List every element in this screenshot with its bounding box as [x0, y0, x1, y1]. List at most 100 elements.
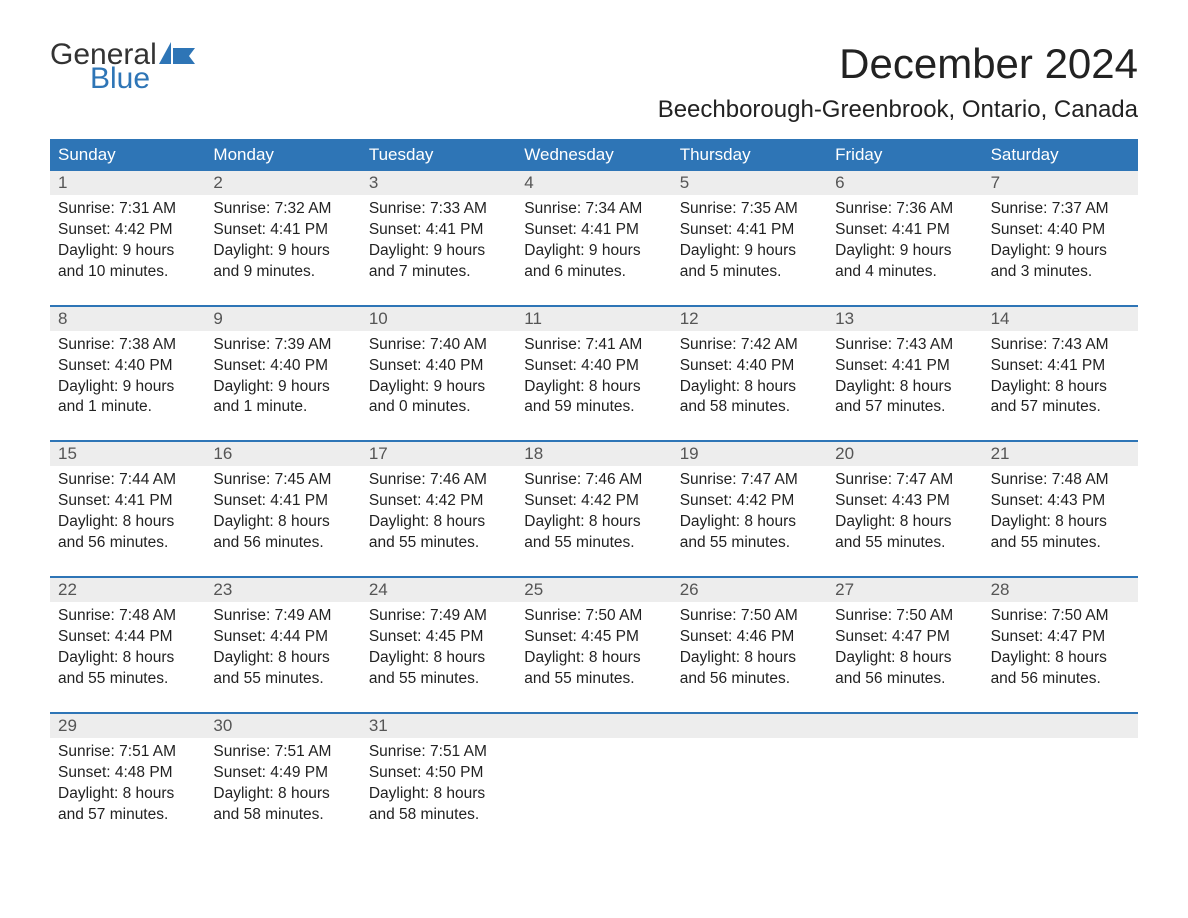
logo: General Blue — [50, 40, 197, 94]
day-number: 31 — [361, 714, 516, 738]
weeks-container: 1234567Sunrise: 7:31 AMSunset: 4:42 PMDa… — [50, 171, 1138, 825]
title-block: December 2024 Beechborough-Greenbrook, O… — [658, 40, 1138, 124]
daynum-row: 293031 — [50, 714, 1138, 738]
day-number: 2 — [205, 171, 360, 195]
day-daylight2: and 7 minutes. — [369, 262, 508, 283]
day-number: 10 — [361, 307, 516, 331]
day-daylight1: Daylight: 8 hours — [524, 512, 663, 533]
day-sunrise: Sunrise: 7:49 AM — [213, 606, 352, 627]
day-daylight2: and 55 minutes. — [213, 669, 352, 690]
day-daylight1: Daylight: 9 hours — [213, 241, 352, 262]
day-cell: Sunrise: 7:32 AMSunset: 4:41 PMDaylight:… — [205, 195, 360, 283]
day-daylight1: Daylight: 9 hours — [991, 241, 1130, 262]
day-sunset: Sunset: 4:41 PM — [680, 220, 819, 241]
day-cell: Sunrise: 7:40 AMSunset: 4:40 PMDaylight:… — [361, 331, 516, 419]
weekday-monday: Monday — [205, 139, 360, 171]
day-sunrise: Sunrise: 7:43 AM — [835, 335, 974, 356]
day-sunrise: Sunrise: 7:50 AM — [680, 606, 819, 627]
day-daylight1: Daylight: 8 hours — [369, 512, 508, 533]
day-cell: Sunrise: 7:35 AMSunset: 4:41 PMDaylight:… — [672, 195, 827, 283]
weekday-header-row: Sunday Monday Tuesday Wednesday Thursday… — [50, 139, 1138, 171]
day-daylight2: and 55 minutes. — [991, 533, 1130, 554]
day-cell: Sunrise: 7:48 AMSunset: 4:44 PMDaylight:… — [50, 602, 205, 690]
day-daylight2: and 57 minutes. — [991, 397, 1130, 418]
day-daylight1: Daylight: 8 hours — [524, 377, 663, 398]
day-daylight1: Daylight: 8 hours — [58, 648, 197, 669]
day-number: 1 — [50, 171, 205, 195]
day-cell: Sunrise: 7:45 AMSunset: 4:41 PMDaylight:… — [205, 466, 360, 554]
daynum-row: 15161718192021 — [50, 442, 1138, 466]
daynum-row: 22232425262728 — [50, 578, 1138, 602]
day-number: 6 — [827, 171, 982, 195]
month-title: December 2024 — [658, 40, 1138, 88]
day-cell: Sunrise: 7:51 AMSunset: 4:48 PMDaylight:… — [50, 738, 205, 826]
day-cell: Sunrise: 7:50 AMSunset: 4:47 PMDaylight:… — [827, 602, 982, 690]
day-daylight2: and 59 minutes. — [524, 397, 663, 418]
calendar-week: 891011121314Sunrise: 7:38 AMSunset: 4:40… — [50, 305, 1138, 419]
day-sunset: Sunset: 4:47 PM — [835, 627, 974, 648]
day-sunrise: Sunrise: 7:31 AM — [58, 199, 197, 220]
day-cell: Sunrise: 7:34 AMSunset: 4:41 PMDaylight:… — [516, 195, 671, 283]
day-daylight2: and 3 minutes. — [991, 262, 1130, 283]
day-number: 27 — [827, 578, 982, 602]
day-daylight2: and 57 minutes. — [835, 397, 974, 418]
day-number — [672, 714, 827, 738]
weekday-thursday: Thursday — [672, 139, 827, 171]
day-daylight2: and 55 minutes. — [369, 533, 508, 554]
day-sunset: Sunset: 4:42 PM — [58, 220, 197, 241]
day-sunset: Sunset: 4:40 PM — [991, 220, 1130, 241]
day-daylight2: and 55 minutes. — [524, 669, 663, 690]
page-header: General Blue December 2024 Beechborough-… — [50, 40, 1138, 124]
day-sunset: Sunset: 4:45 PM — [369, 627, 508, 648]
day-daylight2: and 55 minutes. — [835, 533, 974, 554]
day-sunset: Sunset: 4:41 PM — [213, 491, 352, 512]
day-daylight2: and 58 minutes. — [369, 805, 508, 826]
day-sunrise: Sunrise: 7:35 AM — [680, 199, 819, 220]
day-number — [983, 714, 1138, 738]
day-cell: Sunrise: 7:44 AMSunset: 4:41 PMDaylight:… — [50, 466, 205, 554]
day-cell: Sunrise: 7:49 AMSunset: 4:44 PMDaylight:… — [205, 602, 360, 690]
day-number: 15 — [50, 442, 205, 466]
day-daylight2: and 55 minutes. — [524, 533, 663, 554]
day-daylight1: Daylight: 8 hours — [991, 377, 1130, 398]
day-daylight1: Daylight: 9 hours — [524, 241, 663, 262]
day-daylight1: Daylight: 9 hours — [58, 241, 197, 262]
day-daylight2: and 55 minutes. — [369, 669, 508, 690]
day-sunset: Sunset: 4:41 PM — [835, 356, 974, 377]
day-daylight2: and 57 minutes. — [58, 805, 197, 826]
empty-day-cell — [672, 738, 827, 826]
day-daylight2: and 56 minutes. — [213, 533, 352, 554]
location-text: Beechborough-Greenbrook, Ontario, Canada — [658, 96, 1138, 124]
day-sunset: Sunset: 4:40 PM — [213, 356, 352, 377]
day-cell: Sunrise: 7:36 AMSunset: 4:41 PMDaylight:… — [827, 195, 982, 283]
day-daylight1: Daylight: 9 hours — [680, 241, 819, 262]
day-daylight2: and 55 minutes. — [58, 669, 197, 690]
day-cell: Sunrise: 7:50 AMSunset: 4:47 PMDaylight:… — [983, 602, 1138, 690]
day-cell: Sunrise: 7:31 AMSunset: 4:42 PMDaylight:… — [50, 195, 205, 283]
day-number: 25 — [516, 578, 671, 602]
day-daylight2: and 56 minutes. — [991, 669, 1130, 690]
day-sunrise: Sunrise: 7:50 AM — [835, 606, 974, 627]
day-number — [827, 714, 982, 738]
day-daylight1: Daylight: 8 hours — [58, 784, 197, 805]
day-daylight1: Daylight: 9 hours — [369, 377, 508, 398]
day-sunset: Sunset: 4:41 PM — [369, 220, 508, 241]
day-number: 16 — [205, 442, 360, 466]
weekday-tuesday: Tuesday — [361, 139, 516, 171]
day-daylight2: and 9 minutes. — [213, 262, 352, 283]
day-number: 18 — [516, 442, 671, 466]
day-sunset: Sunset: 4:41 PM — [213, 220, 352, 241]
day-daylight2: and 1 minute. — [58, 397, 197, 418]
day-sunrise: Sunrise: 7:39 AM — [213, 335, 352, 356]
empty-day-cell — [983, 738, 1138, 826]
day-cell: Sunrise: 7:38 AMSunset: 4:40 PMDaylight:… — [50, 331, 205, 419]
day-daylight2: and 10 minutes. — [58, 262, 197, 283]
day-sunrise: Sunrise: 7:48 AM — [58, 606, 197, 627]
day-daylight2: and 56 minutes. — [58, 533, 197, 554]
weekday-sunday: Sunday — [50, 139, 205, 171]
day-number — [516, 714, 671, 738]
day-sunset: Sunset: 4:43 PM — [835, 491, 974, 512]
day-number: 5 — [672, 171, 827, 195]
day-sunrise: Sunrise: 7:48 AM — [991, 470, 1130, 491]
day-number: 24 — [361, 578, 516, 602]
